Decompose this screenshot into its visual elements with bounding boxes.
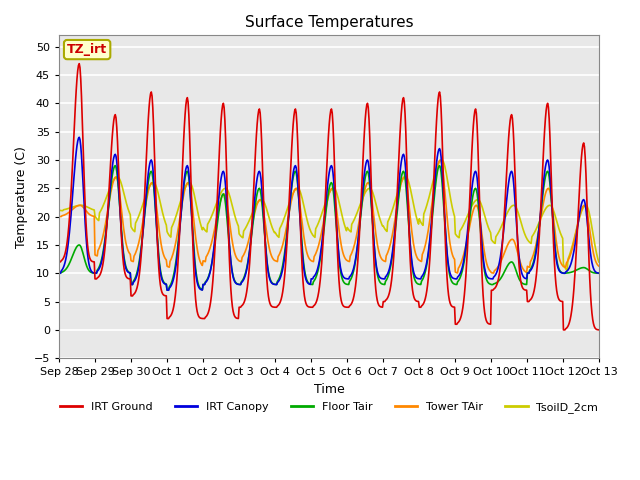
Y-axis label: Temperature (C): Temperature (C) (15, 146, 28, 248)
Legend: IRT Ground, IRT Canopy, Floor Tair, Tower TAir, TsoilD_2cm: IRT Ground, IRT Canopy, Floor Tair, Towe… (56, 397, 603, 417)
Text: TZ_irt: TZ_irt (67, 43, 107, 56)
Title: Surface Temperatures: Surface Temperatures (245, 15, 413, 30)
X-axis label: Time: Time (314, 383, 344, 396)
